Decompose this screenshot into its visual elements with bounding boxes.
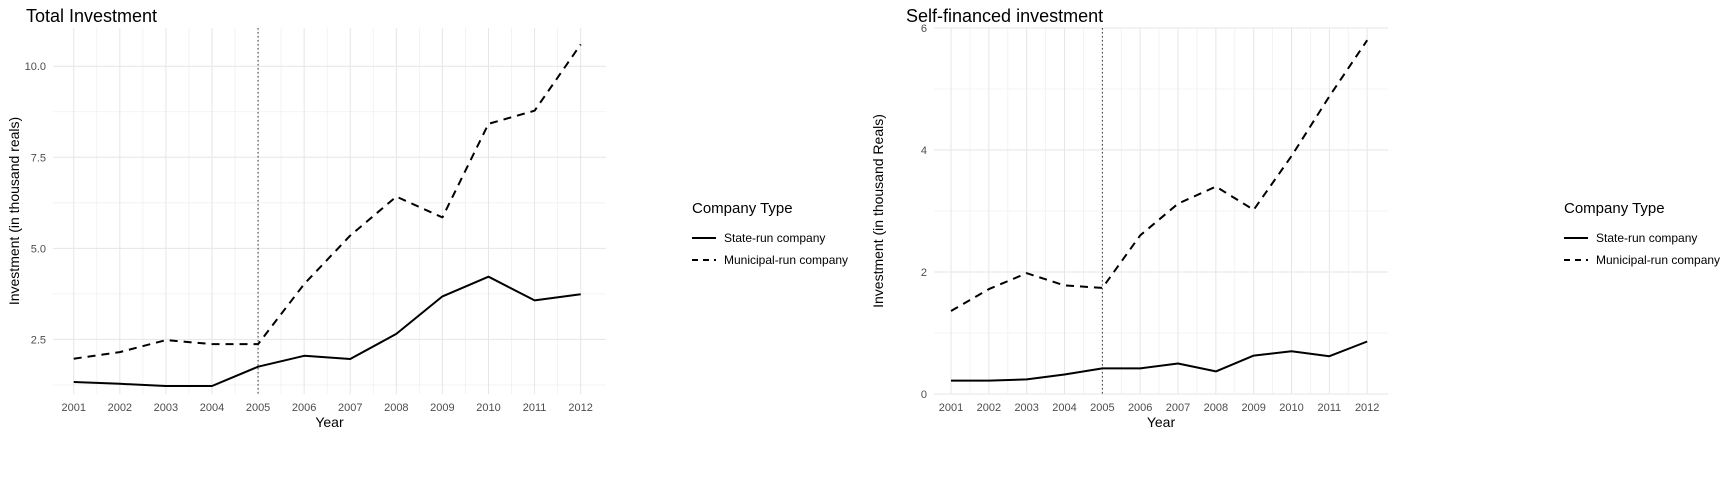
- legend-item-municipal-run: Municipal-run company: [692, 249, 848, 271]
- grid: [934, 27, 1388, 395]
- y-axis-title: Investment (in thousand Reals): [870, 114, 886, 308]
- x-tick-label: 2011: [523, 402, 547, 414]
- legend-item-state-run: State-run company: [1564, 227, 1720, 249]
- series-line-municipal-run: [73, 43, 582, 360]
- x-tick-label: 2006: [292, 402, 316, 414]
- y-tick-label: 5.0: [31, 243, 46, 255]
- y-tick-label: 4: [921, 145, 927, 157]
- x-tick-label: 2002: [977, 402, 1001, 414]
- grid: [53, 28, 606, 394]
- y-tick-label: 10.0: [25, 61, 46, 73]
- chart-panel-self-financed: Self-financed investment 0 2 4 6 2001 2002 200…: [864, 0, 1728, 480]
- x-tick-label: 2003: [1014, 402, 1038, 414]
- chart-svg-total-investment: 2.5 5.0 7.5 10.0 2001 2002 2003 2004 2005 2006 200…: [6, 28, 606, 430]
- series-line-state-run: [951, 340, 1368, 382]
- legend-label: Municipal-run company: [1596, 253, 1721, 267]
- legend-title: Company Type: [692, 200, 793, 217]
- y-tick-label: 7.5: [31, 152, 46, 164]
- series-line-municipal-run: [950, 39, 1369, 312]
- legend-title: Company Type: [1564, 200, 1665, 217]
- legend-label: State-run company: [724, 231, 826, 245]
- y-tick-label: 2: [921, 267, 927, 279]
- x-tick-label: 2009: [1241, 402, 1265, 414]
- x-tick-label: 2003: [154, 402, 178, 414]
- x-tick-label: 2001: [61, 402, 85, 414]
- x-tick-label: 2009: [430, 402, 454, 414]
- x-tick-label: 2012: [568, 402, 592, 414]
- legend: Company Type State-run company Municipal…: [692, 200, 848, 271]
- x-tick-label: 2004: [200, 402, 224, 414]
- x-tick-label: 2004: [1052, 402, 1076, 414]
- legend-label: Municipal-run company: [724, 253, 849, 267]
- y-tick-label: 2.5: [31, 334, 46, 346]
- x-tick-label: 2001: [939, 402, 963, 414]
- chart-panel-total-investment: Total Investment 2.5 5.0 7.5 10.0 2001 2002 20…: [0, 0, 864, 480]
- y-tick-label: 6: [921, 23, 927, 35]
- x-axis-title: Year: [1147, 414, 1176, 430]
- x-tick-label: 2010: [1279, 402, 1303, 414]
- x-tick-label: 2006: [1128, 402, 1152, 414]
- chart-title: Total Investment: [26, 6, 158, 26]
- chart-title: Self-financed investment: [906, 6, 1104, 26]
- legend-key-dashed: [692, 259, 716, 261]
- y-tick-label: 0: [921, 389, 927, 401]
- legend-key-solid: [692, 237, 716, 239]
- x-axis-title: Year: [315, 414, 344, 430]
- x-tick-label: 2010: [476, 402, 500, 414]
- series-line-state-run: [73, 275, 581, 387]
- legend-key-solid: [1564, 237, 1588, 239]
- legend: Company Type State-run company Municipal…: [1564, 200, 1720, 271]
- x-tick-label: 2005: [246, 402, 270, 414]
- legend-label: State-run company: [1596, 231, 1698, 245]
- legend-item-state-run: State-run company: [692, 227, 848, 249]
- x-tick-label: 2007: [1166, 402, 1190, 414]
- x-tick-label: 2008: [384, 402, 408, 414]
- y-axis-title: Investment (in thousand reals): [6, 117, 22, 305]
- legend-item-municipal-run: Municipal-run company: [1564, 249, 1720, 271]
- x-tick-label: 2002: [108, 402, 132, 414]
- x-tick-label: 2011: [1318, 402, 1342, 414]
- legend-key-dashed: [1564, 259, 1588, 261]
- chart-svg-self-financed: 0 2 4 6 2001 2002 2003 2004 2005 2006 2007 2008 2009…: [870, 23, 1388, 430]
- x-tick-label: 2012: [1355, 402, 1379, 414]
- x-tick-label: 2005: [1090, 402, 1114, 414]
- x-tick-label: 2008: [1204, 402, 1228, 414]
- x-tick-label: 2007: [338, 402, 362, 414]
